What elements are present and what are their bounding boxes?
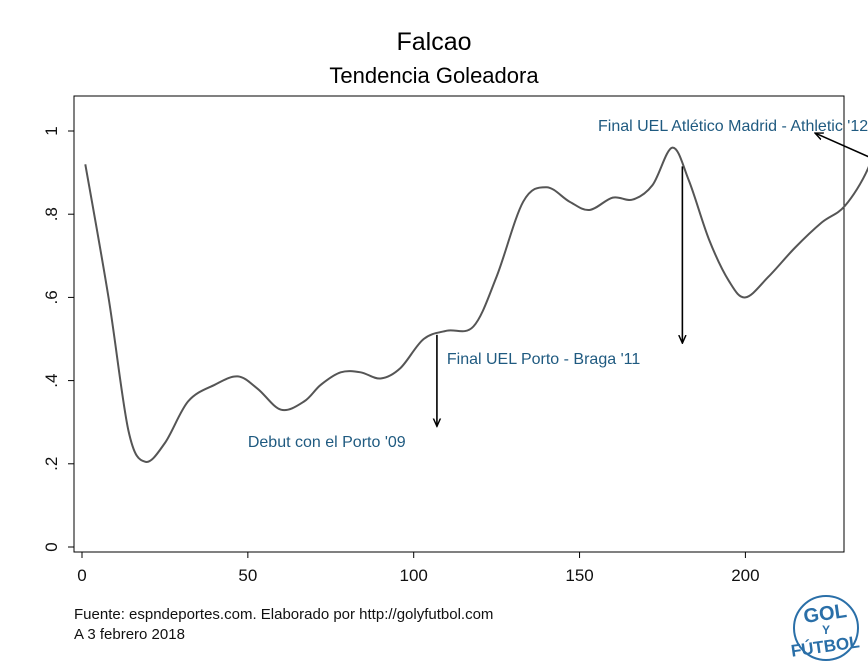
y-tick-label: .6 — [42, 290, 61, 304]
logo-text-futbol: FÚTBOL — [790, 632, 861, 660]
golyfutbol-logo: GOL Y FÚTBOL — [790, 595, 861, 661]
y-tick-label: .2 — [42, 457, 61, 471]
logo-ball-icon — [793, 595, 859, 661]
x-tick-label: 100 — [400, 566, 428, 585]
footer-date: A 3 febrero 2018 — [74, 626, 185, 643]
logo-text-y: Y — [822, 623, 830, 637]
annotations-layer: Final UEL Atlético Madrid - Athletic '12… — [248, 118, 868, 451]
x-tick-label: 0 — [77, 566, 86, 585]
chart-title: Falcao — [396, 28, 472, 56]
chart-subtitle: Tendencia Goleadora — [329, 63, 539, 88]
annotation-arrow-0 — [815, 133, 868, 158]
annotation-label: Final UEL Porto - Braga '11 — [447, 351, 640, 368]
axes: 0501001502002503003504004500.2.4.6.81 — [42, 126, 760, 585]
y-tick-label: .4 — [42, 374, 61, 388]
footer-source: Fuente: espndeportes.com. Elaborado por … — [74, 606, 494, 623]
y-tick-label: 1 — [42, 126, 61, 135]
y-tick-label: .8 — [42, 207, 61, 221]
series-layer — [84, 146, 868, 463]
annotation-label: Debut con el Porto '09 — [248, 434, 406, 451]
x-tick-label: 50 — [238, 566, 257, 585]
series-line-0 — [84, 146, 868, 463]
x-tick-label: 200 — [731, 566, 759, 585]
annotation-label: Final UEL Atlético Madrid - Athletic '12 — [598, 118, 868, 135]
y-tick-label: 0 — [42, 542, 61, 551]
x-tick-label: 150 — [565, 566, 593, 585]
plot-frame — [73, 95, 845, 553]
